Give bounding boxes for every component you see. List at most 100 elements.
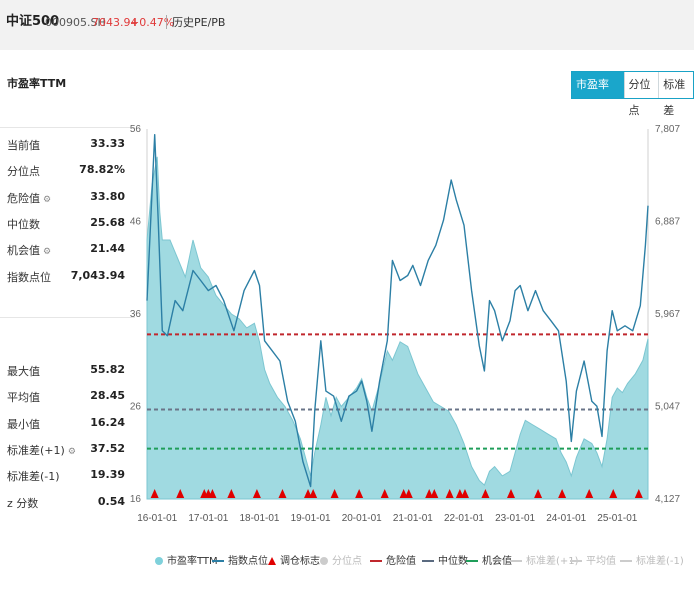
stats-top-divider (0, 127, 135, 128)
stat-label: 最小值 (7, 417, 40, 431)
legend-marker-icon (570, 560, 582, 562)
settings-gear-icon[interactable]: ⚙ (67, 446, 76, 457)
legend-item[interactable]: 平均值 (570, 554, 616, 570)
stat-label: 平均值 (7, 391, 40, 405)
y-right-tick-label: 6,887 (655, 217, 680, 228)
tab-pe-ttm[interactable]: 市盈率TTM (572, 72, 624, 117)
legend-label: 标准差(+1) (526, 556, 579, 567)
stat-value: 7,043.94 (70, 268, 125, 282)
rebalance-marker (481, 489, 490, 498)
legend-item[interactable]: 分位点 (320, 554, 362, 570)
rebalance-marker (150, 489, 159, 498)
stat-value: 0.54 (97, 494, 125, 508)
stat-label: 指数点位 (7, 270, 51, 284)
y-right-tick-label: 7,807 (655, 124, 680, 135)
x-tick-label: 17-01-01 (188, 513, 228, 524)
legend-item[interactable]: 标准差(-1) (620, 554, 684, 570)
legend-label: 调仓标志 (280, 556, 320, 567)
y-right-tick-label: 4,127 (655, 494, 680, 505)
pe-area-series (146, 156, 649, 500)
stat-value: 16.24 (90, 415, 125, 429)
x-tick-label: 23-01-01 (495, 513, 535, 524)
stats-divider (0, 317, 135, 318)
header-divider (166, 15, 167, 29)
stat-row: 标准差(+1) ⚙ 37.52 (0, 438, 135, 460)
legend-item[interactable]: 市盈率TTM (155, 554, 218, 570)
legend-item[interactable]: 调仓标志 (268, 554, 320, 570)
stat-row: 指数点位 7,043.94 (0, 265, 135, 287)
tab-percentile[interactable]: 分位点 (623, 72, 659, 117)
stat-label: 危险值 ⚙ (7, 191, 52, 205)
x-tick-label: 22-01-01 (444, 513, 484, 524)
x-tick-label: 21-01-01 (393, 513, 433, 524)
stat-row: z 分数 0.54 (0, 491, 135, 513)
rebalance-marker (534, 489, 543, 498)
rebalance-marker (558, 489, 567, 498)
stat-value: 19.39 (90, 468, 125, 482)
legend-marker-icon (155, 557, 163, 565)
rebalance-marker (404, 489, 413, 498)
rebalance-marker (330, 489, 339, 498)
stat-label: 最大值 (7, 365, 40, 378)
stat-row: 标准差(-1) 19.39 (0, 464, 135, 486)
legend-item[interactable]: 机会值 (466, 554, 512, 570)
x-tick-label: 19-01-01 (291, 513, 331, 524)
legend-label: 分位点 (332, 556, 362, 567)
rebalance-marker (208, 489, 217, 498)
rebalance-marker (227, 489, 236, 498)
stat-value: 37.52 (90, 441, 125, 455)
legend-marker-icon (422, 560, 434, 562)
stat-row: 最小值 16.24 (0, 412, 135, 434)
rebalance-marker (455, 489, 464, 498)
stat-value: 28.45 (90, 389, 125, 403)
rebalance-marker (460, 489, 469, 498)
legend-marker-icon (510, 560, 522, 562)
rebalance-marker (176, 489, 185, 498)
y-left-tick-label: 56 (130, 124, 142, 135)
index-price: 7043.94 (92, 16, 138, 29)
rebalance-marker (399, 489, 408, 498)
rebalance-marker (278, 489, 287, 498)
stat-row: 危险值 ⚙ 33.80 (0, 186, 135, 208)
stat-value: 21.44 (90, 242, 125, 256)
index-line-series (146, 134, 649, 488)
index-change: +0.47% (130, 16, 175, 29)
legend-item[interactable]: 指数点位 (212, 554, 268, 570)
legend-label: 中位数 (438, 556, 468, 567)
settings-gear-icon[interactable]: ⚙ (43, 247, 52, 258)
legend-item[interactable]: 中位数 (422, 554, 468, 570)
x-tick-label: 24-01-01 (546, 513, 586, 524)
stat-label: 标准差(+1) ⚙ (7, 443, 76, 457)
stat-value: 78.82% (79, 163, 125, 177)
stat-row: 中位数 25.68 (0, 212, 135, 234)
x-tick-label: 16-01-01 (137, 513, 177, 524)
rebalance-marker (634, 489, 643, 498)
x-tick-label: 20-01-01 (342, 513, 382, 524)
stat-label: 分位点 (7, 165, 40, 179)
stat-row: 平均值 28.45 (0, 385, 135, 407)
y-left-tick-label: 16 (130, 494, 142, 505)
settings-gear-icon[interactable]: ⚙ (43, 194, 52, 205)
legend-marker-icon (268, 557, 276, 565)
legend-marker-icon (466, 560, 478, 562)
stat-row: 最大值 55.82 (0, 359, 135, 381)
legend-marker-icon (370, 560, 382, 562)
section-title: 市盈率TTM (7, 77, 67, 90)
y-left-tick-label: 26 (130, 402, 142, 413)
legend-label: 指数点位 (228, 556, 268, 567)
legend-item[interactable]: 危险值 (370, 554, 416, 570)
legend-label: 市盈率TTM (167, 556, 218, 567)
rebalance-marker (380, 489, 389, 498)
stat-row: 机会值 ⚙ 21.44 (0, 238, 135, 260)
stat-label: z 分数 (7, 496, 39, 510)
rebalance-marker (609, 489, 618, 498)
rebalance-marker (304, 489, 313, 498)
legend-label: 危险值 (386, 556, 416, 567)
history-pe-pb-button[interactable]: 历史PE/PB (172, 16, 226, 29)
y-left-tick-label: 36 (130, 309, 142, 320)
legend-item[interactable]: 标准差(+1) (510, 554, 579, 570)
rebalance-marker (430, 489, 439, 498)
tab-std-dev[interactable]: 标准差 (658, 72, 693, 117)
rebalance-marker (355, 489, 364, 498)
y-left-tick-label: 46 (130, 217, 142, 228)
